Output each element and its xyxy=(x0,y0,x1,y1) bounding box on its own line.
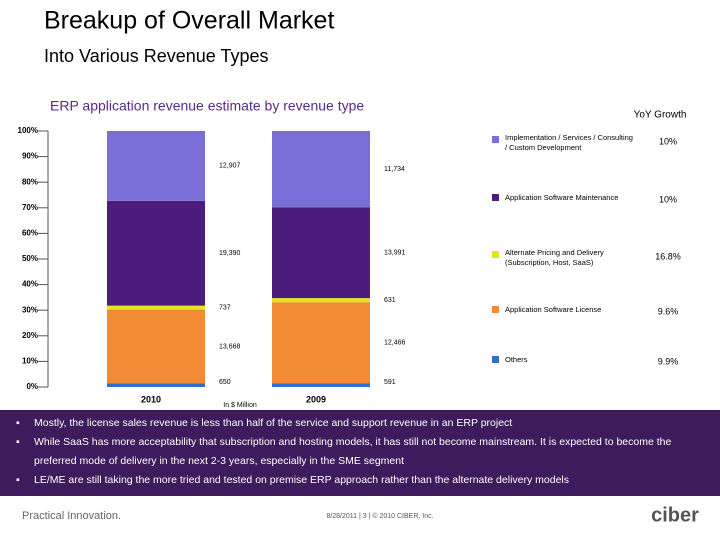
bar-segment xyxy=(107,200,205,306)
bar-segment xyxy=(272,207,370,299)
value-label: 591 xyxy=(384,379,396,386)
legend-label: Others xyxy=(505,355,528,364)
value-label: 737 xyxy=(219,304,231,311)
legend-swatch xyxy=(492,251,499,258)
bar-segment xyxy=(272,298,370,303)
y-tick-label: 20% xyxy=(22,331,38,340)
legend-label: Implementation / Services / Consulting / … xyxy=(505,133,633,152)
y-tick-label: 80% xyxy=(22,177,38,186)
y-tick-label: 50% xyxy=(22,254,38,263)
legend-swatch xyxy=(492,194,499,201)
bar-segment xyxy=(107,309,205,384)
bar-segment xyxy=(272,131,370,208)
y-tick-label: 0% xyxy=(26,382,38,391)
bullet: While SaaS has more acceptability that s… xyxy=(16,433,708,471)
x-tick-label: 2009 xyxy=(306,394,326,404)
value-label: 650 xyxy=(219,379,231,386)
unit-note: In $ Million xyxy=(223,402,257,409)
value-label: 11,734 xyxy=(384,166,405,173)
value-label: 13,991 xyxy=(384,249,406,256)
growth-value: 10% xyxy=(659,194,677,204)
bar-segment xyxy=(272,302,370,384)
bar-segment xyxy=(272,383,370,387)
y-tick-label: 90% xyxy=(22,152,38,161)
footer-logo: ciber xyxy=(651,504,699,526)
y-tick-label: 10% xyxy=(22,357,38,366)
bullet: Mostly, the license sales revenue is les… xyxy=(16,414,708,433)
growth-value: 9.6% xyxy=(658,306,679,316)
y-tick-label: 60% xyxy=(22,229,38,238)
bar-segment xyxy=(107,305,205,310)
chart: Breakup of Overall Market Into Various R… xyxy=(18,7,687,409)
x-tick-label: 2010 xyxy=(141,394,161,404)
slide-title: Breakup of Overall Market xyxy=(44,7,334,35)
footer-brand: Practical Innovation. xyxy=(22,510,121,522)
legend-label: Alternate Pricing and Delivery (Subscript… xyxy=(505,248,604,267)
legend-swatch xyxy=(492,356,499,363)
value-label: 12,907 xyxy=(219,163,241,170)
footer: Practical Innovation. 8/28/2011 | 3 | © … xyxy=(22,504,699,526)
bar-segment xyxy=(107,131,205,201)
bullet-list: Mostly, the license sales revenue is les… xyxy=(0,410,720,496)
legend-label: Application Software Maintenance xyxy=(505,193,618,202)
growth-value: 10% xyxy=(659,136,677,146)
slide-subtitle: Into Various Revenue Types xyxy=(44,46,268,66)
growth-header: YoY Growth xyxy=(634,110,687,121)
footer-info: 8/28/2011 | 3 | © 2010 CIBER, Inc. xyxy=(326,512,433,520)
legend-swatch xyxy=(492,306,499,313)
bullet: LE/ME are still taking the more tried an… xyxy=(16,471,708,490)
value-label: 631 xyxy=(384,297,396,304)
value-label: 13,668 xyxy=(219,343,241,350)
y-tick-label: 40% xyxy=(22,280,38,289)
y-tick-label: 70% xyxy=(22,203,38,212)
y-tick-label: 30% xyxy=(22,305,38,314)
bar-segment xyxy=(107,383,205,387)
y-tick-label: 100% xyxy=(18,126,38,135)
value-label: 19,390 xyxy=(219,250,241,257)
legend-swatch xyxy=(492,136,499,143)
growth-value: 9.9% xyxy=(658,356,679,366)
value-label: 12,466 xyxy=(384,340,406,347)
chart-title: ERP application revenue estimate by reve… xyxy=(50,98,364,114)
growth-value: 16.8% xyxy=(655,251,681,261)
legend-label: Application Software License xyxy=(505,305,601,314)
